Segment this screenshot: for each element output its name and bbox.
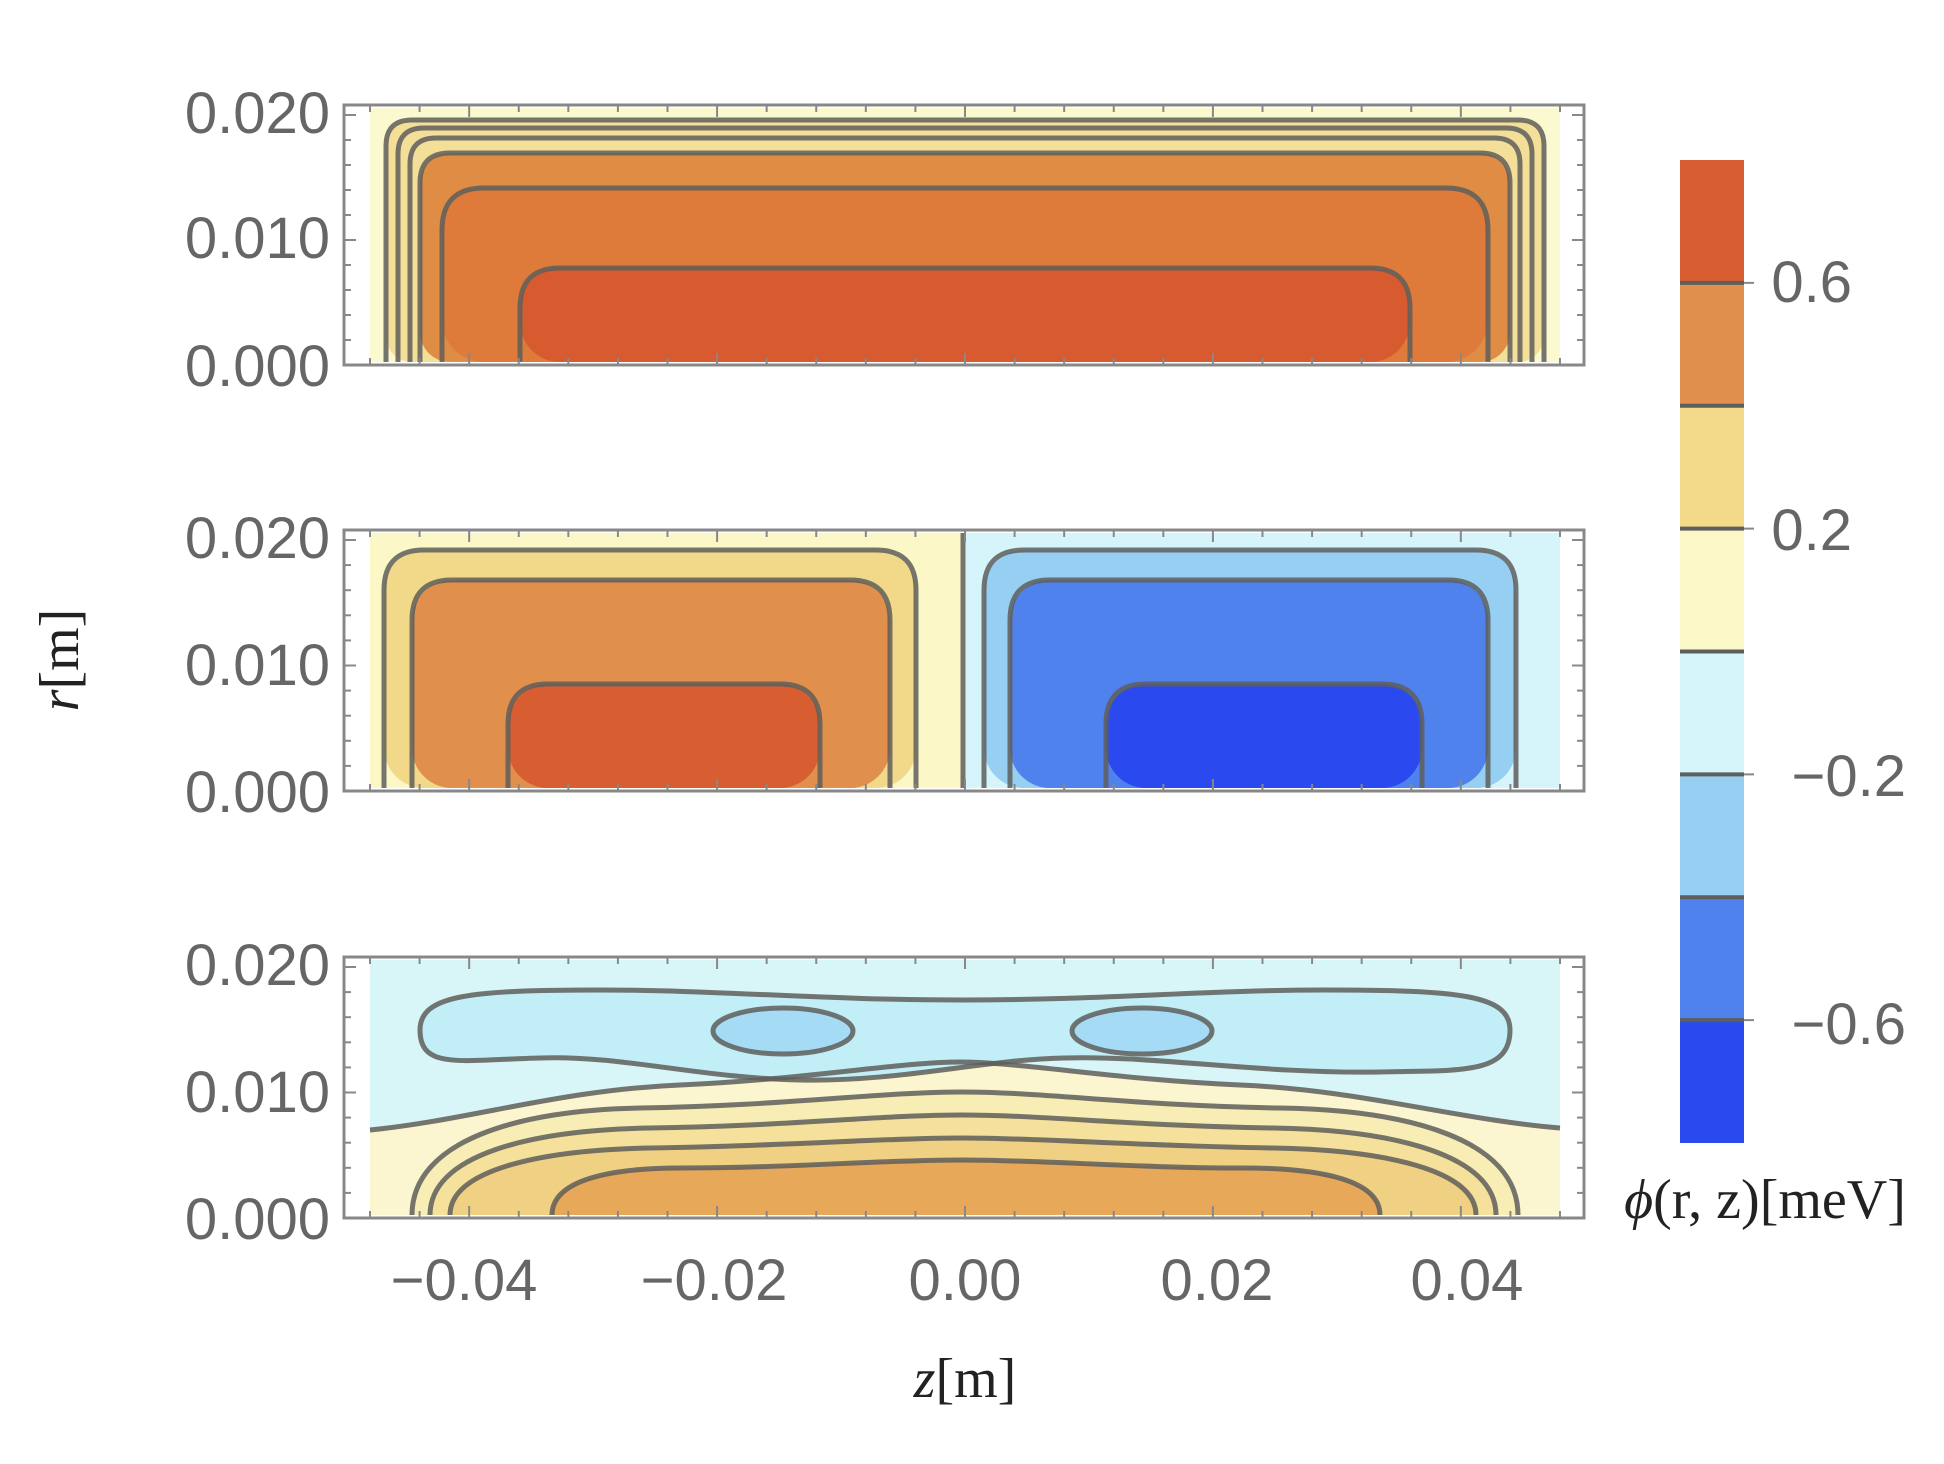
contour-line-bot-4 [549,1157,1383,1216]
contour-line-mid-pos-1 [381,547,919,788]
contour-band-mid-pos-0.6 [508,684,820,788]
contour-line-bot-2 [427,1112,1499,1216]
contour-line-mid-pos-2 [409,577,893,788]
x-axis-label: z[m] [913,1348,1017,1410]
contour-line-bot-neg-2-left [710,1005,856,1057]
panel-top [370,108,1560,362]
contour-line-mid-neg-2 [1007,577,1491,788]
contour-band-mid-neg-0.6 [1106,684,1422,788]
ytick-top-0.010: 0.010 [185,206,330,271]
ytick-mid-0.010: 0.010 [185,633,330,698]
colorbar-label: ϕ(r, z)[meV] [1624,1169,1906,1231]
ytick-mid-0.020: 0.020 [185,506,330,571]
contour-band-bot-neg-0.2 [420,990,1510,1081]
panel-bottom [369,960,1561,1216]
contour-line-top-2 [395,125,1535,362]
colorbar-band-4 [1680,651,1744,775]
contour-line-bot-3 [447,1135,1479,1216]
colorbar-tick-neg0.2: −0.2 [1792,744,1907,809]
contour-line-mid-pos-3 [505,681,823,788]
xtick-label: −0.02 [641,1248,788,1313]
colorbar [1680,160,1754,1143]
contour-line-top-6 [517,265,1413,362]
x-tick-labels: −0.04 −0.02 0.00 0.02 0.04 [391,1248,1524,1313]
panel-middle [370,533,1560,788]
colorbar-band-1 [1680,282,1744,406]
ytick-bot-0.020: 0.020 [185,933,330,998]
colorbar-tick-0.6: 0.6 [1771,250,1852,315]
ytick-mid-0.000: 0.000 [185,760,330,825]
contour-band-bot-neg-0.3-left [713,1008,853,1054]
contour-line-top-4 [417,150,1513,362]
contour-line-bot-1 [409,1089,1521,1216]
axis-ticks [344,105,1584,1219]
ytick-top-0.000: 0.000 [185,334,330,399]
ytick-top-0.020: 0.020 [185,81,330,146]
colorbar-band-7 [1680,1020,1744,1143]
colorbar-tick-0.2: 0.2 [1771,498,1852,563]
contour-band-bot-0.4 [552,1160,1380,1215]
contour-line-bot-neg-1 [417,987,1513,1083]
colorbar-band-5 [1680,774,1744,898]
y-tick-labels: 0.020 0.010 0.000 0.020 0.010 0.000 0.02… [185,81,330,1252]
contour-band-bot-neg-0.3-right [1072,1008,1212,1054]
contour-line-top-1 [383,117,1547,362]
xtick-label: 0.04 [1411,1248,1524,1313]
colorbar-tick-labels: 0.6 0.2 −0.2 −0.6 [1771,250,1906,1057]
colorbar-tick-neg0.6: −0.6 [1792,992,1907,1057]
colorbar-band-3 [1680,528,1744,652]
xtick-label: 0.00 [909,1248,1022,1313]
contour-line-mid-neg-3 [1103,681,1425,788]
y-axis-label: r[m] [29,609,91,712]
contour-line-mid-neg-1 [981,547,1519,788]
contour-line-top-5 [439,185,1491,362]
ytick-bot-0.010: 0.010 [185,1060,330,1125]
colorbar-band-6 [1680,897,1744,1021]
contour-band-top-0.6 [520,268,1410,362]
ytick-bot-0.000: 0.000 [185,1187,330,1252]
xtick-label: −0.04 [391,1248,538,1313]
xtick-label: 0.02 [1161,1248,1274,1313]
contour-line-top-3 [407,135,1523,362]
colorbar-band-2 [1680,405,1744,529]
contour-line-bot-neg-2-right [1069,1005,1215,1057]
contour-line-bot-0 [369,1059,1561,1133]
colorbar-band-0 [1680,160,1744,283]
